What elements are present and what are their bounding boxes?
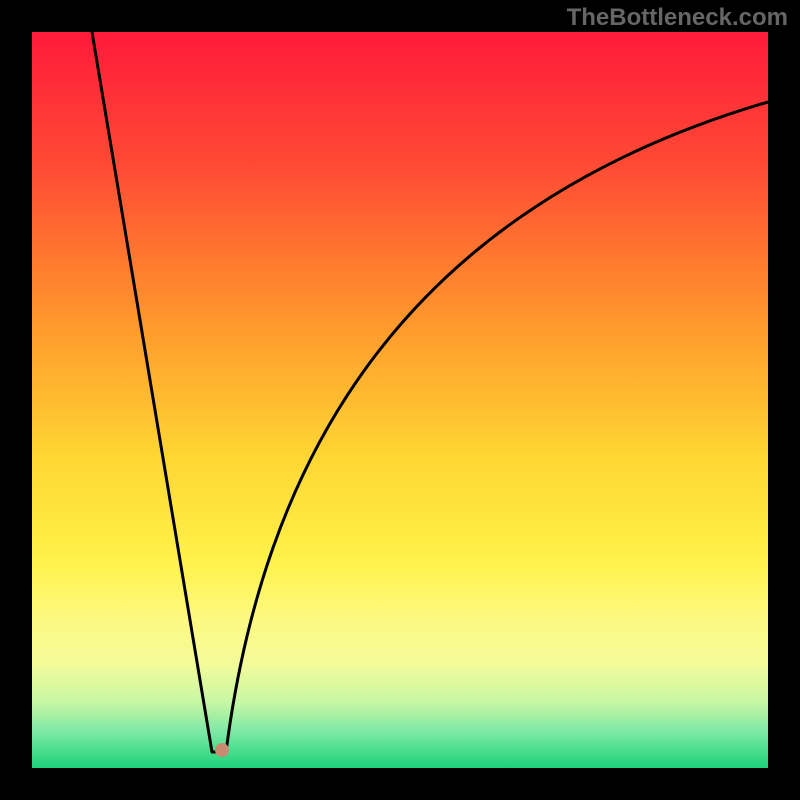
chart-container: TheBottleneck.com [0, 0, 800, 800]
plot-area [32, 32, 768, 768]
minimum-marker [215, 743, 229, 757]
bottleneck-curve [92, 32, 768, 752]
watermark-text: TheBottleneck.com [567, 4, 788, 32]
curve-svg [32, 32, 768, 768]
